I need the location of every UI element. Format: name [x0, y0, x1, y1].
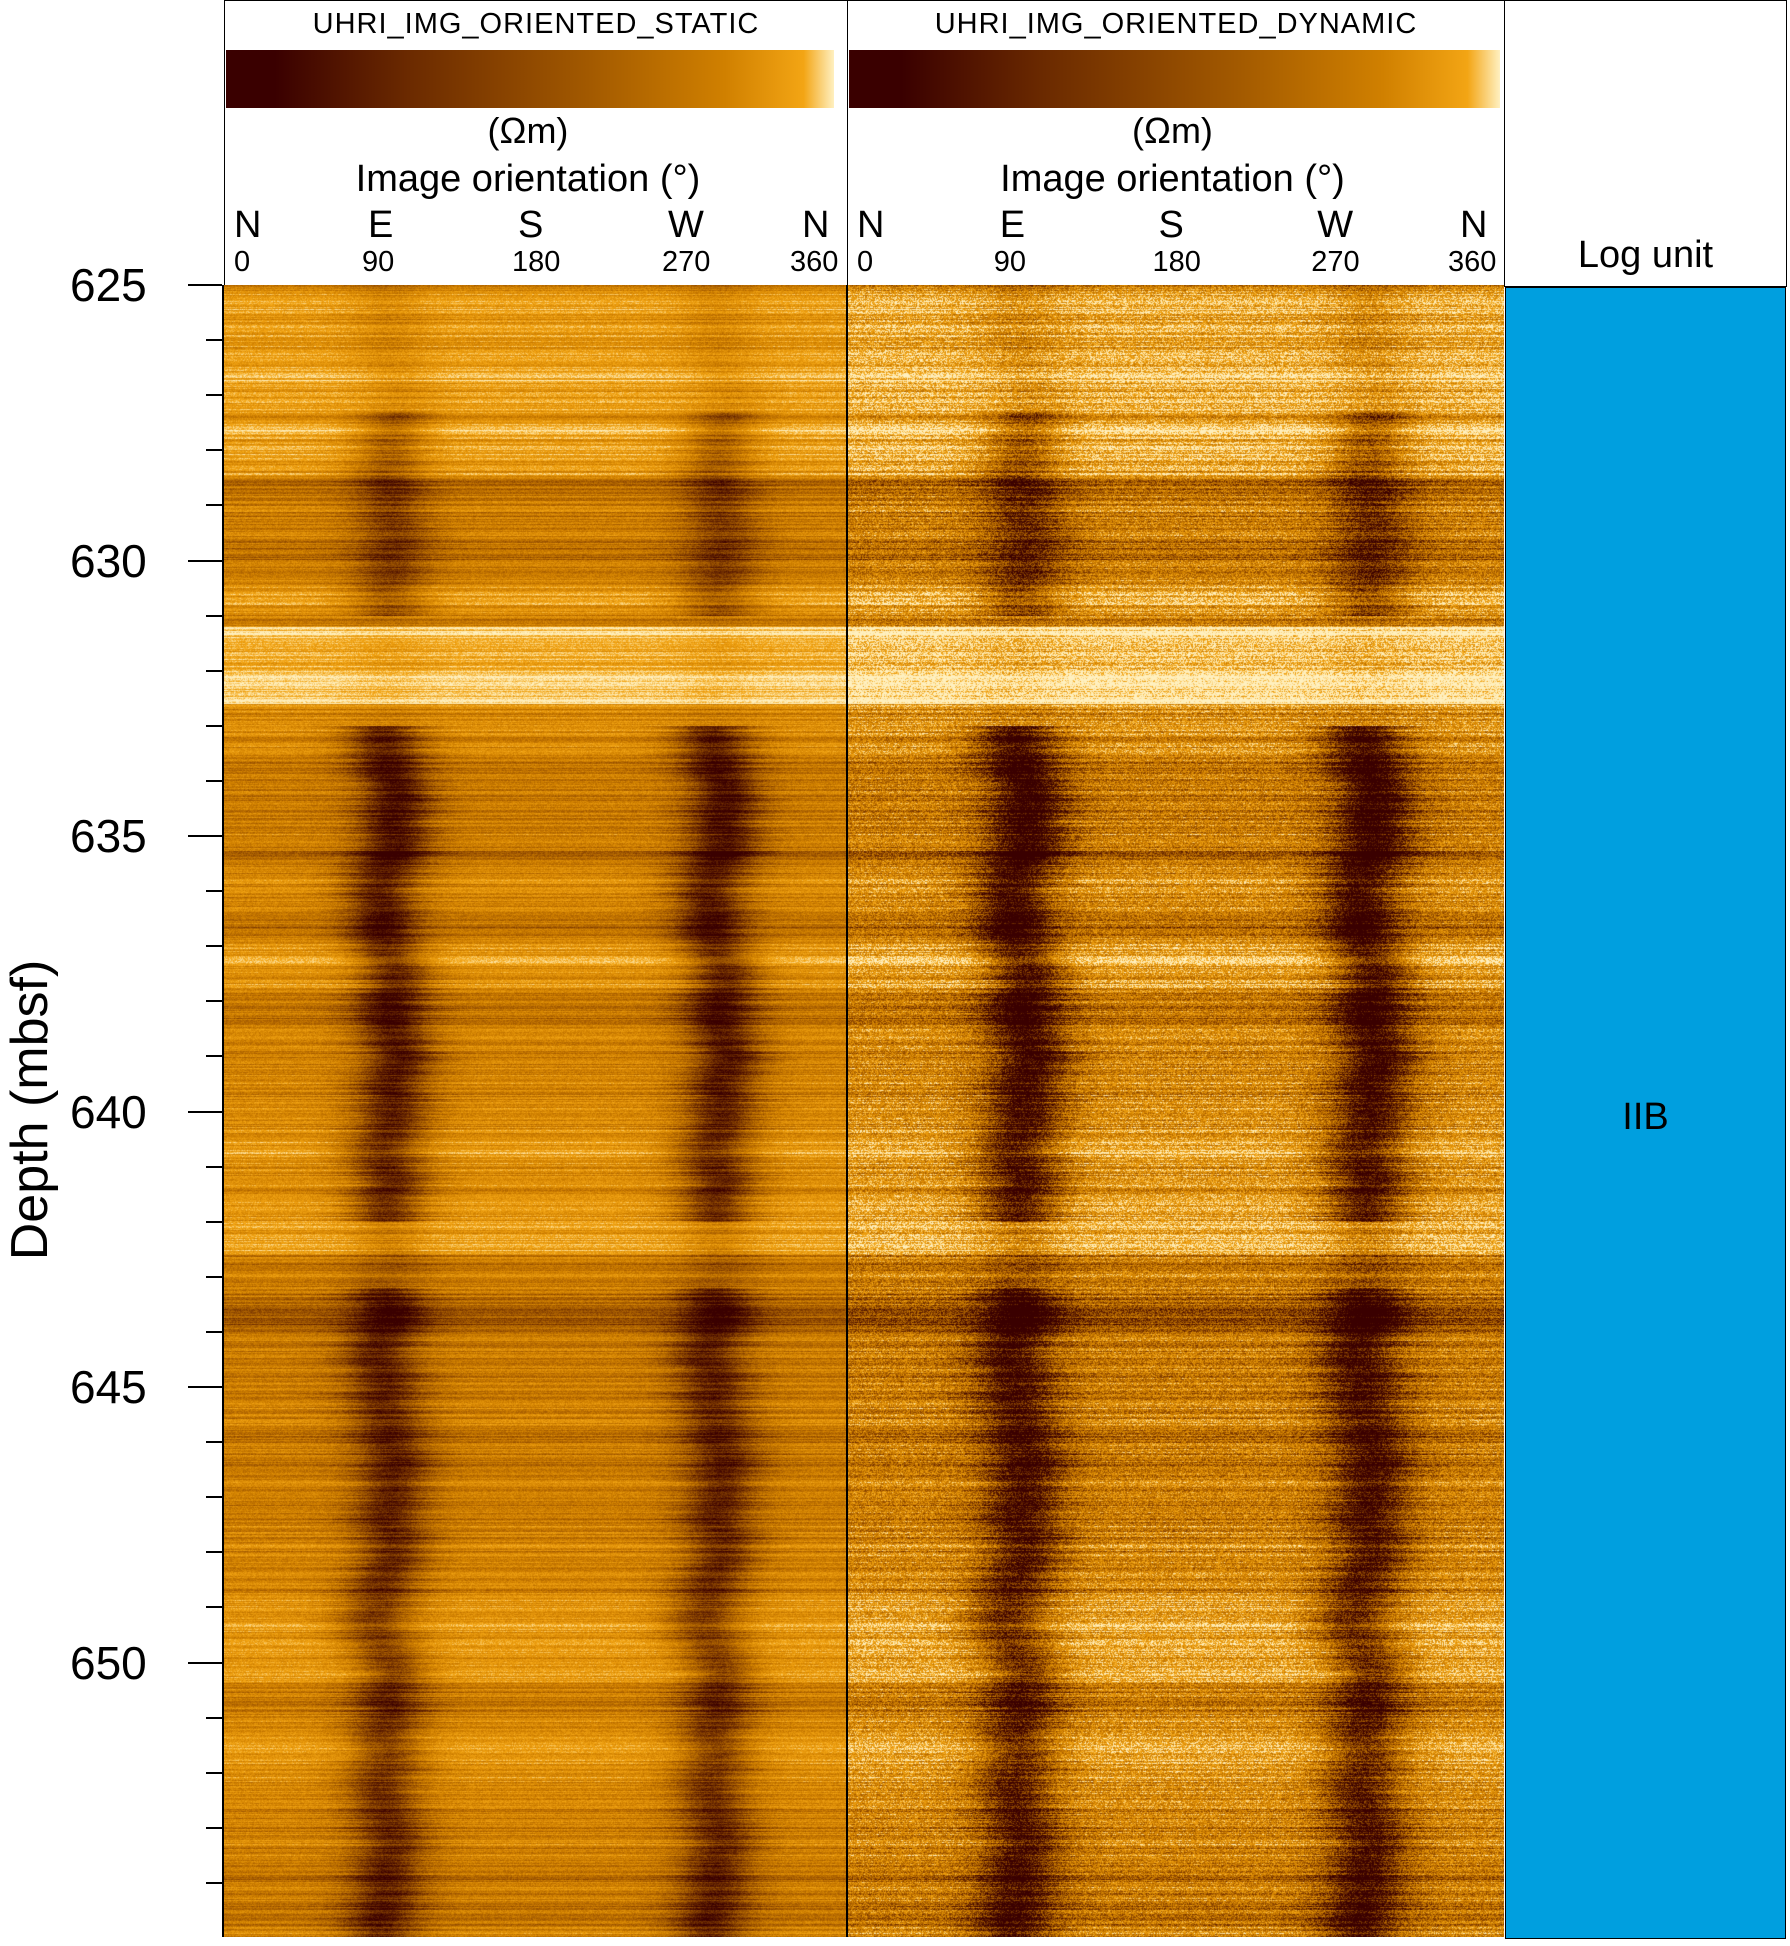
cardinal-label: E [999, 204, 1026, 246]
depth-axis-title: Depth (mbsf) [1, 959, 59, 1261]
minor-tick [206, 504, 222, 507]
track-title: UHRI_IMG_ORIENTED_DYNAMIC [934, 8, 1418, 40]
minor-tick [206, 1165, 222, 1168]
minor-tick [206, 394, 222, 397]
depth-tick-label: 645 [70, 1361, 147, 1413]
minor-tick [206, 779, 222, 782]
azimuth-label: 180 [1152, 246, 1201, 278]
cardinal-label: W [1317, 204, 1354, 246]
static-image-track [224, 285, 847, 1937]
minor-tick [206, 1496, 222, 1499]
azimuth-label: 360 [1448, 246, 1497, 278]
minor-tick [206, 1055, 222, 1058]
minor-tick [206, 1881, 222, 1884]
log-unit-header [1504, 0, 1787, 287]
major-tick [188, 1661, 222, 1664]
major-tick [188, 835, 222, 837]
major-tick [188, 1110, 222, 1113]
cardinal-label: N [802, 204, 830, 246]
depth-tick-label: 635 [70, 810, 147, 862]
azimuth-label: 270 [662, 246, 711, 278]
unit-label: (Ωm) [1132, 110, 1213, 151]
minor-tick [206, 1275, 222, 1278]
minor-tick [206, 1606, 222, 1609]
azimuth-label: 270 [1311, 246, 1360, 278]
log-unit-value: IIB [1622, 1096, 1669, 1138]
major-tick [188, 559, 222, 562]
minor-tick [206, 1330, 222, 1333]
minor-tick [206, 1000, 222, 1003]
major-tick [188, 284, 222, 286]
cardinal-label: S [1158, 204, 1184, 246]
cardinal-label: N [234, 204, 262, 246]
cardinal-label: E [368, 204, 394, 246]
minor-tick [206, 669, 222, 672]
azimuth-label: 180 [512, 246, 561, 278]
minor-tick [206, 1441, 222, 1444]
azimuth-label: 360 [790, 246, 839, 278]
depth-tick-label: 650 [70, 1636, 147, 1689]
minor-tick [206, 1551, 222, 1554]
minor-tick [206, 724, 222, 727]
minor-tick [206, 339, 222, 342]
dynamic-image-track [847, 285, 1504, 1937]
depth-tick-label: 625 [70, 259, 147, 311]
depth-tick-label: 630 [70, 534, 147, 587]
major-tick [188, 1386, 222, 1388]
log-unit-title: Log unit [1577, 234, 1714, 276]
minor-tick [206, 1826, 222, 1829]
unit-label: (Ωm) [487, 110, 569, 151]
cardinal-label: N [1460, 204, 1488, 246]
cardinal-label: S [518, 204, 544, 246]
orientation-label: Image orientation (°) [355, 158, 701, 200]
minor-tick [206, 890, 222, 893]
track-divider [846, 285, 848, 1937]
depth-tick-label: 640 [70, 1085, 147, 1138]
minor-tick [206, 1220, 222, 1223]
cardinal-label: W [668, 204, 704, 246]
log-unit-column: IIB [1505, 287, 1786, 1939]
azimuth-label: 90 [993, 246, 1027, 278]
azimuth-label: 0 [234, 246, 251, 278]
orientation-label: Image orientation (°) [1000, 158, 1345, 200]
depth-axis-line [222, 285, 224, 1937]
azimuth-label: 0 [857, 246, 874, 278]
azimuth-label: 90 [362, 246, 395, 278]
track-title: UHRI_IMG_ORIENTED_STATIC [312, 8, 760, 40]
minor-tick [206, 1771, 222, 1774]
colorbar [226, 50, 834, 108]
cardinal-label: N [857, 204, 885, 246]
minor-tick [206, 945, 222, 948]
minor-tick [206, 614, 222, 617]
minor-tick [206, 1716, 222, 1719]
colorbar [849, 50, 1500, 108]
minor-tick [206, 449, 222, 452]
